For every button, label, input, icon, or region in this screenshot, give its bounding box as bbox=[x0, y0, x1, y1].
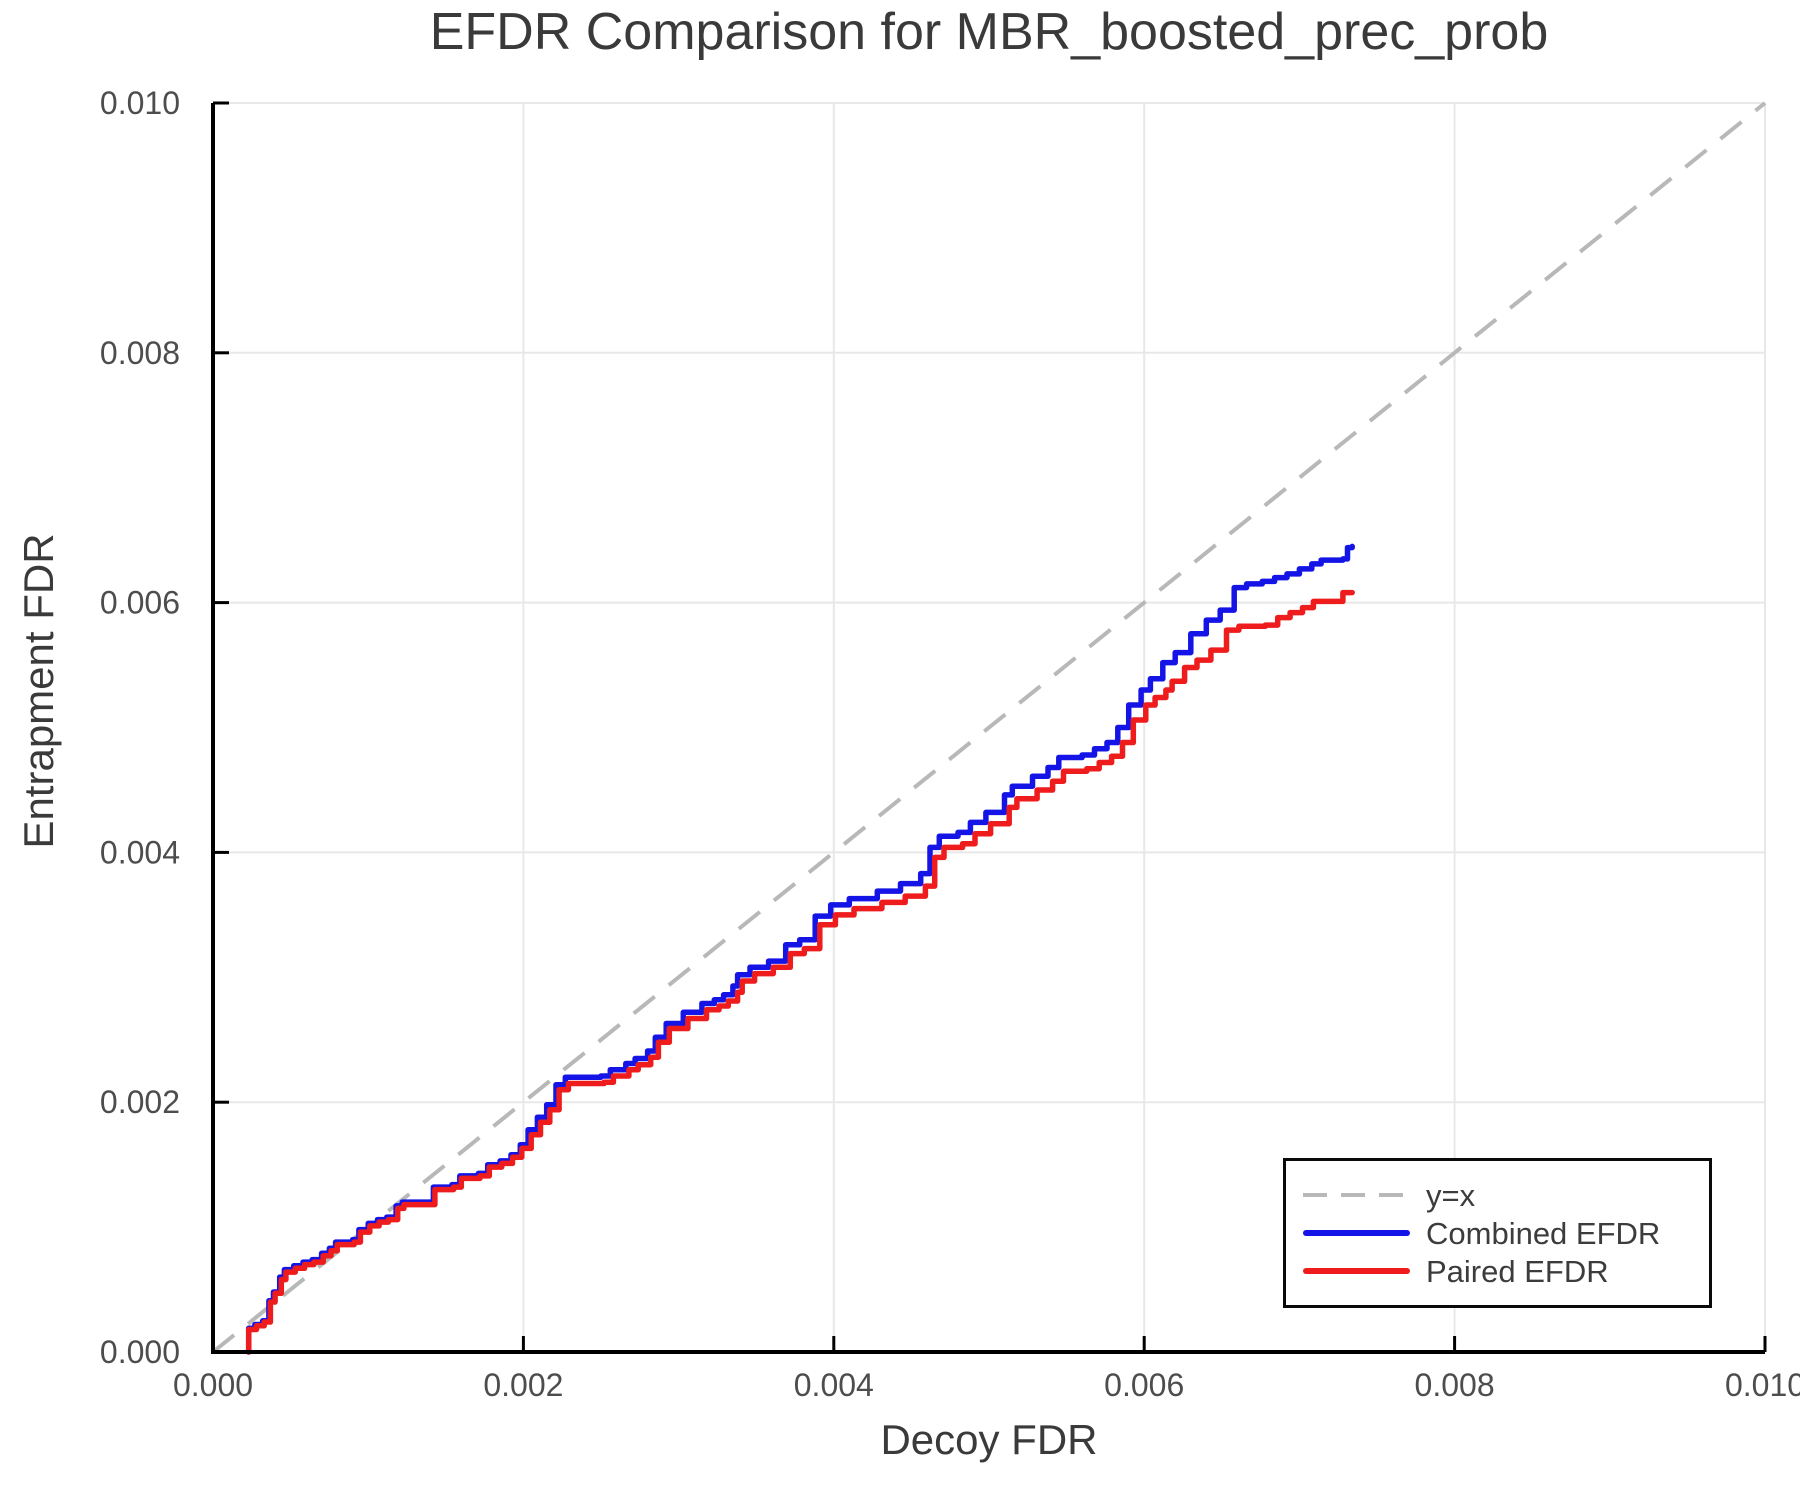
x-tick-label: 0.000 bbox=[173, 1367, 253, 1403]
x-tick-label: 0.002 bbox=[483, 1367, 563, 1403]
y-axis-label: Entrapment FDR bbox=[15, 533, 62, 849]
red-line-sample-icon bbox=[1303, 1268, 1410, 1274]
legend-item-combined-efdr: Combined EFDR bbox=[1303, 1214, 1709, 1252]
legend-label-yx: y=x bbox=[1426, 1177, 1476, 1213]
reference-line-yx bbox=[211, 101, 1767, 1354]
x-tick-label: 0.008 bbox=[1415, 1367, 1495, 1403]
x-tick-label: 0.010 bbox=[1725, 1367, 1800, 1403]
y-tick-label: 0.010 bbox=[100, 85, 180, 121]
dashed-line-sample-icon bbox=[1303, 1193, 1410, 1197]
y-tick-label: 0.004 bbox=[100, 834, 180, 870]
series-line-paired-efdr bbox=[245, 589, 1355, 1355]
x-axis-label: Decoy FDR bbox=[880, 1416, 1098, 1463]
y-tick-label: 0.000 bbox=[100, 1334, 180, 1370]
blue-line-sample-icon bbox=[1303, 1230, 1410, 1236]
chart-title: EFDR Comparison for MBR_boosted_prec_pro… bbox=[429, 3, 1549, 61]
y-tick-label: 0.008 bbox=[100, 335, 180, 371]
legend-item-paired-efdr: Paired EFDR bbox=[1303, 1252, 1709, 1290]
y-tick-label: 0.002 bbox=[100, 1084, 180, 1120]
x-tick-label: 0.006 bbox=[1104, 1367, 1184, 1403]
legend-label-combined-efdr: Combined EFDR bbox=[1426, 1215, 1661, 1251]
y-tick-label: 0.006 bbox=[100, 585, 180, 621]
legend-label-paired-efdr: Paired EFDR bbox=[1426, 1253, 1609, 1289]
x-tick-label: 0.004 bbox=[794, 1367, 874, 1403]
legend: y=x Combined EFDR Paired EFDR bbox=[1283, 1158, 1712, 1308]
legend-item-yx: y=x bbox=[1303, 1176, 1709, 1214]
